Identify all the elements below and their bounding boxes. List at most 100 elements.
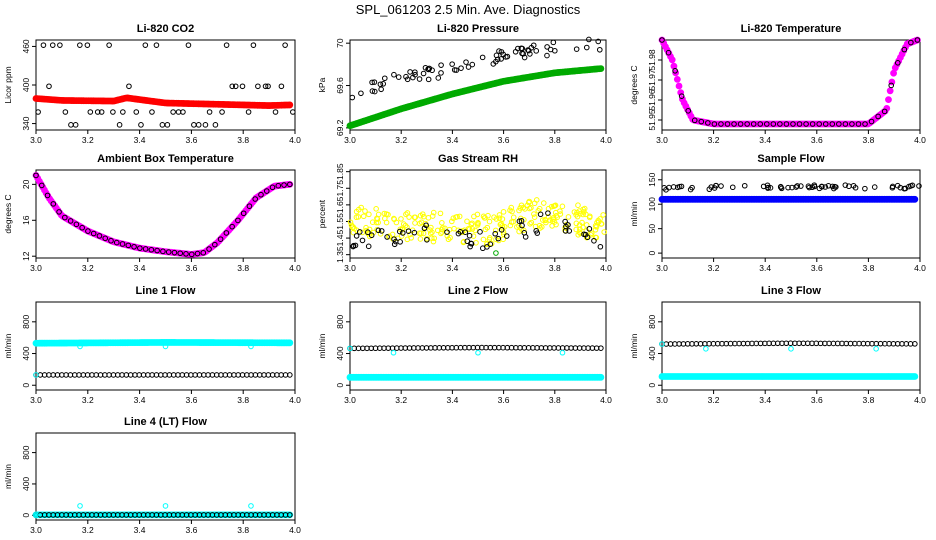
gas-stream-rh-point — [540, 200, 547, 206]
li-820-co2-point — [290, 109, 296, 115]
li-820-pressure-point — [458, 65, 464, 71]
gas-stream-rh-point — [549, 218, 556, 224]
gas-stream-rh-point — [507, 222, 514, 229]
gas-stream-rh-point — [592, 223, 599, 229]
sample-flow-point — [811, 183, 818, 190]
line-1-flow-xtick-label: 3.4 — [134, 395, 146, 405]
li-820-co2-point — [87, 109, 94, 115]
gas-stream-rh-point — [574, 209, 580, 216]
line-1-flow-xtick-label: 4.0 — [289, 395, 301, 405]
gas-stream-rh-point — [454, 213, 460, 220]
gas-stream-rh-point — [467, 243, 473, 250]
gas-stream-rh-point — [355, 206, 362, 213]
li-820-co2-point — [185, 42, 192, 48]
li-820-pressure-point — [595, 38, 602, 45]
li-820-pressure-ytick-label: 70 — [335, 38, 345, 48]
gas-stream-rh-point — [516, 218, 523, 224]
sample-flow-point — [889, 184, 896, 191]
sample-flow-series-1 — [661, 182, 922, 193]
gas-stream-rh-point — [362, 208, 368, 214]
ambient-box-temperature-ytick-label: 16 — [21, 215, 31, 225]
gas-stream-rh-point — [412, 220, 418, 226]
ambient-box-temperature-point — [252, 196, 259, 202]
line-4-lt-flow-point — [287, 512, 293, 518]
sample-flow-point — [708, 184, 715, 190]
ambient-box-temperature-point — [177, 250, 184, 257]
li-820-temperature-point — [836, 121, 842, 127]
li-820-pressure-point — [597, 65, 605, 72]
li-820-pressure-point — [369, 88, 376, 94]
ambient-box-temperature-point — [44, 192, 51, 199]
line-2-flow-point — [598, 345, 604, 351]
li-820-temperature-xtick-label: 3.8 — [862, 135, 874, 145]
gas-stream-rh-point — [493, 236, 499, 243]
gas-stream-rh-point — [464, 218, 470, 225]
ambient-box-temperature-point — [108, 237, 114, 244]
line-2-flow-point — [390, 349, 397, 356]
gas-stream-rh-title: Gas Stream RH — [438, 153, 518, 165]
sample-flow-series-0 — [658, 195, 919, 203]
line-3-flow-ytick-label: 800 — [647, 314, 657, 328]
li-820-pressure-point — [547, 46, 554, 53]
ambient-box-temperature-xtick-label: 3.4 — [134, 263, 146, 273]
sample-flow-ylabel: ml/min — [629, 201, 639, 226]
li-820-temperature-point — [744, 121, 750, 127]
li-820-co2-point — [46, 83, 52, 90]
gas-stream-rh-point — [350, 224, 356, 230]
li-820-temperature-point — [809, 121, 816, 127]
gas-stream-rh-point — [384, 234, 390, 240]
ambient-box-temperature-xtick-label: 3.2 — [82, 263, 94, 273]
gas-stream-rh-point — [396, 228, 403, 235]
gas-stream-rh-point — [378, 228, 385, 234]
ambient-box-temperature-point — [79, 224, 85, 231]
gas-stream-rh-point — [571, 209, 578, 215]
line-4-lt-flow-ylabel: ml/min — [3, 464, 13, 489]
li-820-temperature-point — [885, 96, 892, 103]
gas-stream-rh-point — [421, 225, 428, 232]
line-3-flow-point — [873, 345, 879, 352]
line-2-flow-xtick-label: 3.8 — [549, 395, 561, 405]
ambient-box-temperature-point — [38, 182, 45, 189]
li-820-temperature-panel: Li-820 Temperature 3.0 3.2 3.4 3.6 3.8 4.0 51.9… — [629, 23, 926, 145]
ambient-box-temperature-point — [119, 241, 126, 247]
gas-stream-rh-point — [464, 238, 471, 245]
gas-stream-rh-point — [573, 220, 580, 227]
ambient-box-temperature-ytick-label: 12 — [21, 251, 31, 261]
li-820-co2-xtick-label: 3.4 — [134, 135, 146, 145]
li-820-temperature-point — [842, 121, 849, 127]
li-820-temperature-point — [763, 121, 770, 127]
gas-stream-rh-ytick-label: 1.65 — [335, 196, 345, 213]
li-820-temperature-point — [886, 87, 894, 95]
sample-flow-panel: Sample Flow 3.0 3.2 3.4 3.6 3.8 4.0 0 50 100 150 ml… — [629, 153, 926, 273]
line-2-flow-ytick-label: 400 — [335, 346, 345, 360]
gas-stream-rh-point — [456, 213, 463, 220]
line-3-flow-xtick-label: 3.8 — [862, 395, 874, 405]
gas-stream-rh-point — [550, 214, 557, 221]
gas-stream-rh-point — [434, 227, 441, 234]
gas-stream-rh-point — [573, 226, 580, 233]
gas-stream-rh-point — [496, 212, 503, 218]
gas-stream-rh-point — [584, 234, 591, 241]
line-3-flow-point — [659, 341, 665, 347]
sample-flow-xtick-label: 3.8 — [862, 263, 874, 273]
gas-stream-rh-point — [591, 237, 597, 244]
sample-flow-point — [718, 183, 724, 189]
gas-stream-rh-point — [469, 220, 475, 227]
gas-stream-rh-point — [484, 224, 491, 231]
ambient-box-temperature-point — [73, 221, 80, 228]
gas-stream-rh-point — [438, 226, 445, 233]
li-820-pressure-point — [381, 75, 388, 82]
li-820-pressure-ytick-label: 69.6 — [335, 77, 345, 94]
gas-stream-rh-point — [431, 235, 438, 242]
line-3-flow-xtick-label: 3.0 — [656, 395, 668, 405]
sample-flow-point — [842, 182, 849, 188]
gas-stream-rh-point — [509, 208, 515, 215]
li-820-temperature-xtick-label: 3.6 — [811, 135, 823, 145]
ambient-box-temperature-frame — [35, 169, 296, 259]
ambient-box-temperature-point — [235, 217, 241, 224]
gas-stream-rh-series-0 — [347, 197, 607, 248]
line-3-flow-point — [703, 345, 709, 352]
li-820-pressure-point — [378, 86, 384, 93]
li-820-pressure-xtick-label: 3.0 — [344, 135, 356, 145]
ambient-box-temperature-point — [200, 249, 207, 256]
